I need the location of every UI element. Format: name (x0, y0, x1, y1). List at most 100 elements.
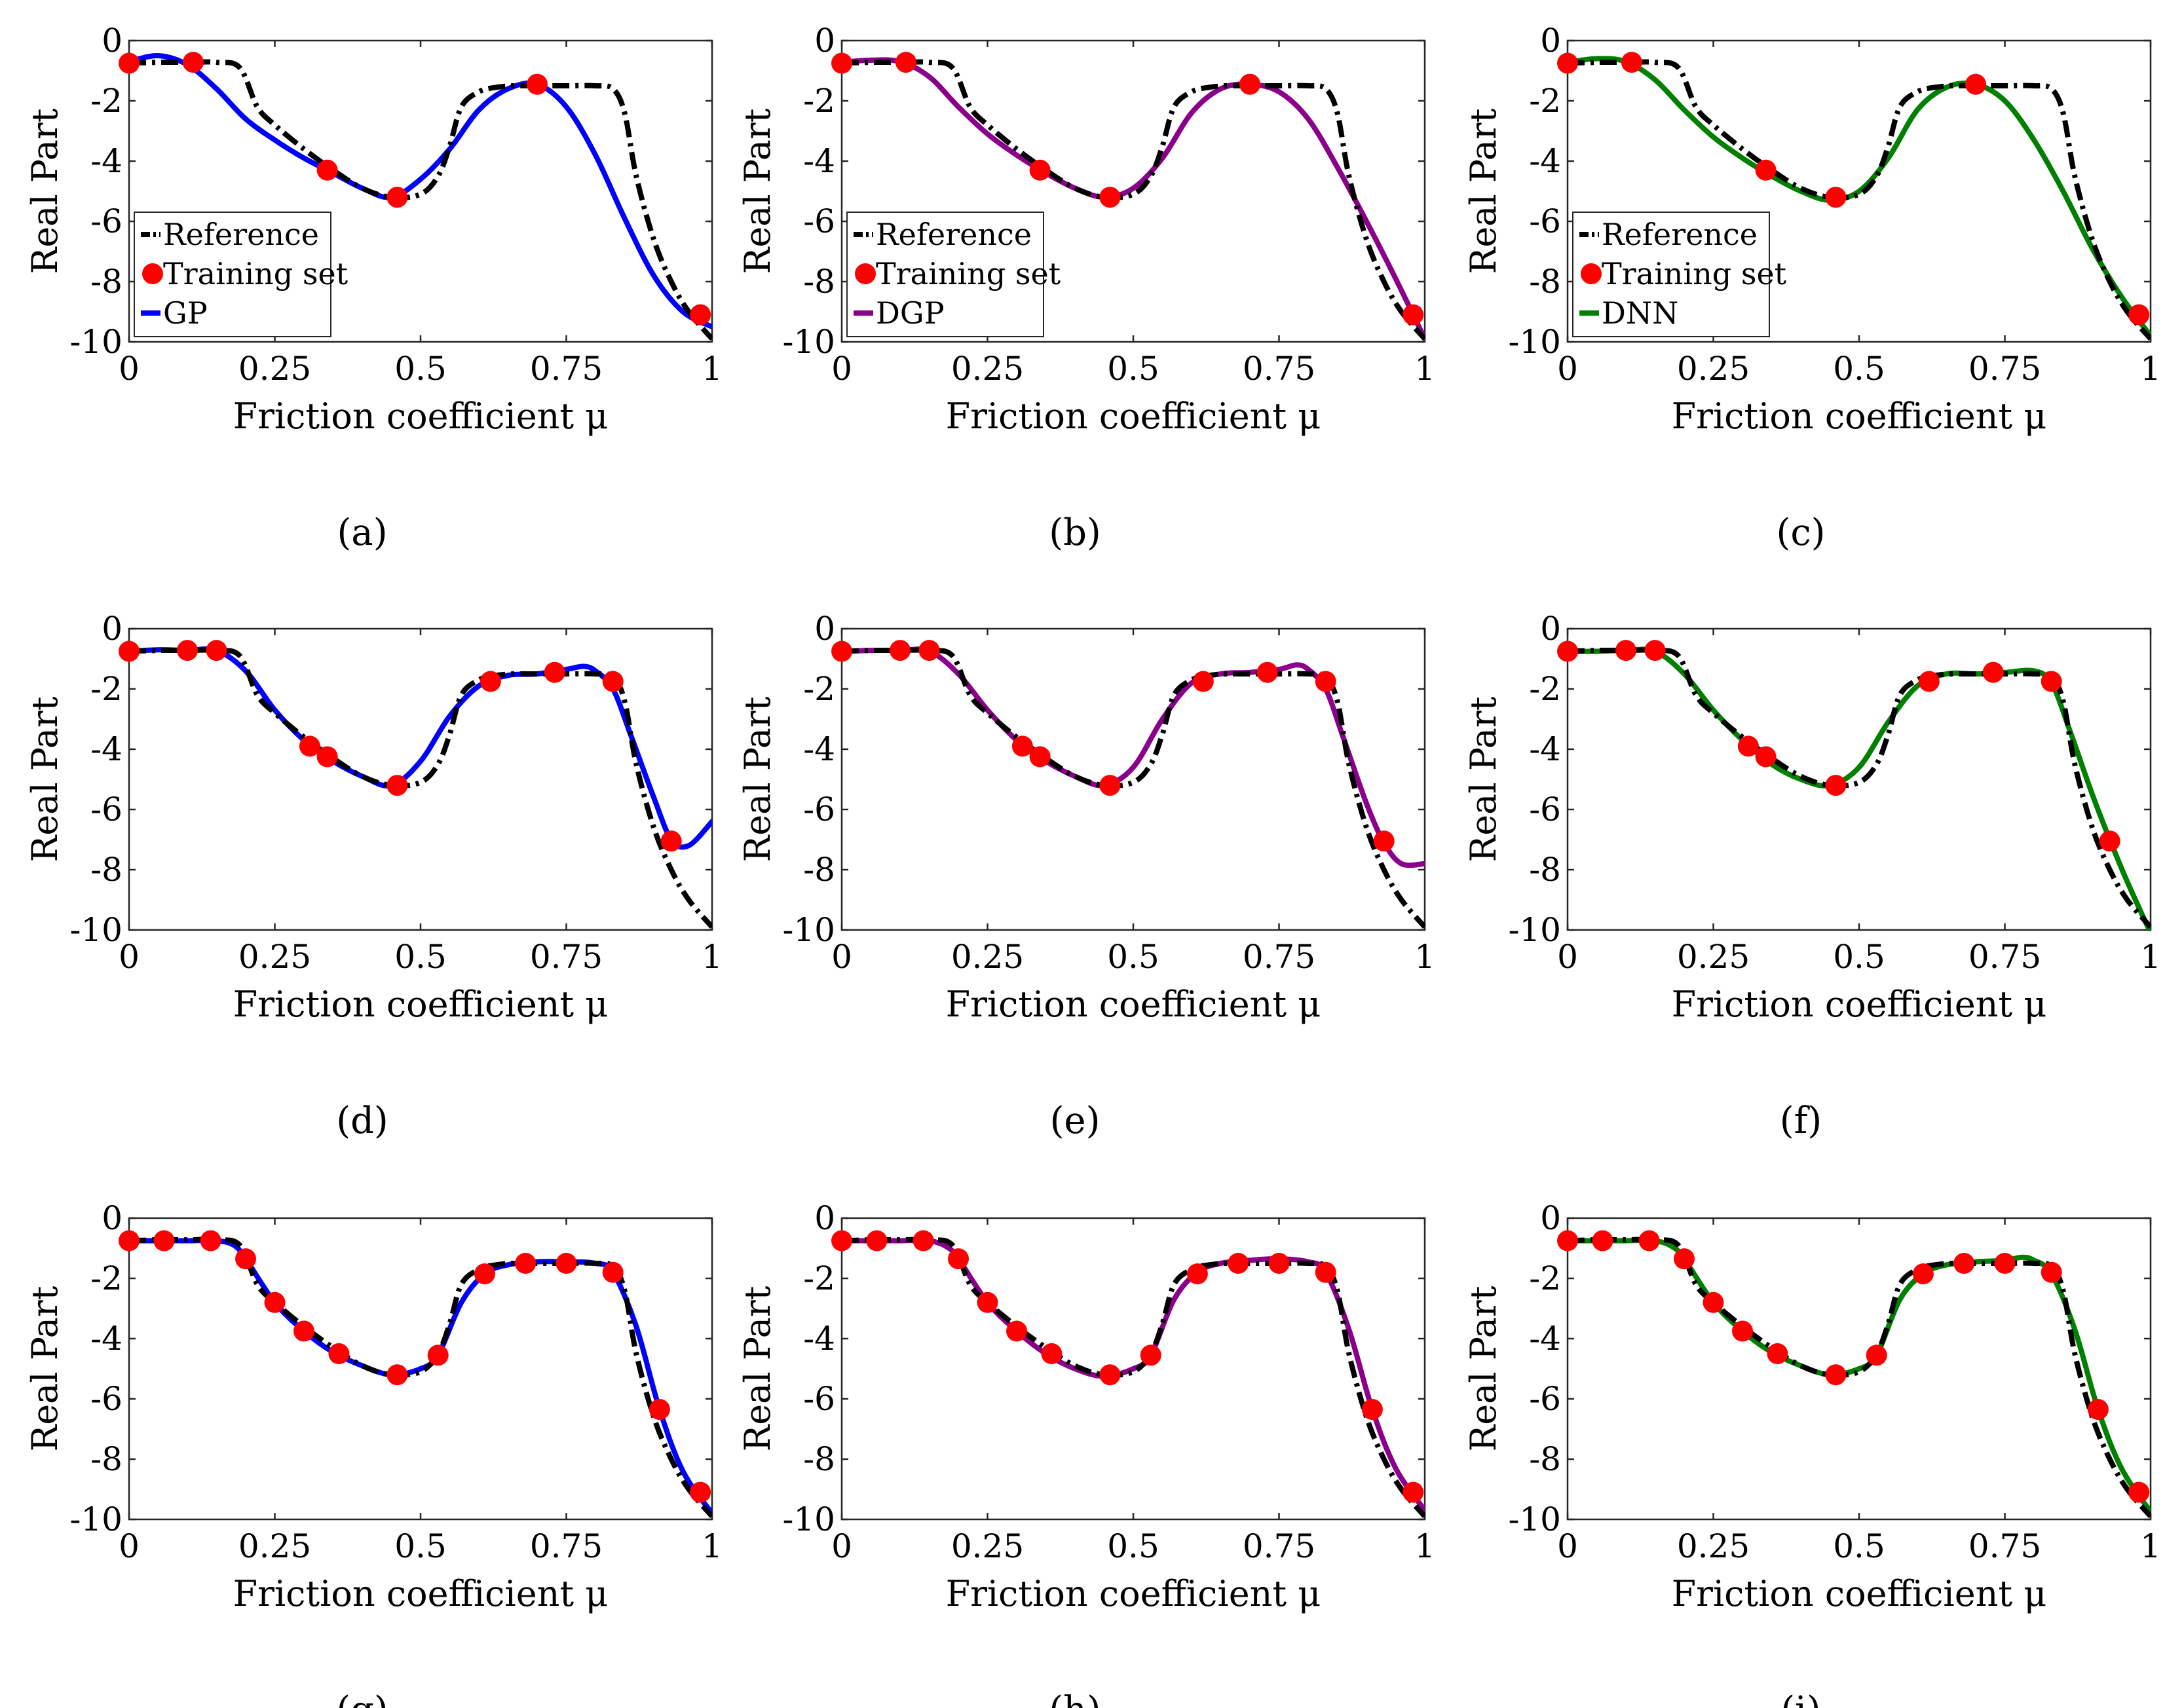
legend-training-swatch (855, 263, 876, 284)
x-tick-label: 0.5 (394, 350, 447, 388)
x-tick-label: 0.25 (238, 350, 311, 388)
y-tick-label: -4 (803, 1320, 835, 1358)
y-tick-label: -6 (1529, 1380, 1561, 1418)
y-tick-label: -2 (803, 670, 835, 708)
x-tick-label: 0 (1557, 1527, 1578, 1565)
training-point (918, 640, 940, 661)
y-tick-label: -8 (90, 851, 122, 889)
training-point (1755, 746, 1777, 768)
training-point (1099, 775, 1121, 796)
x-tick-label: 0.75 (1968, 1527, 2041, 1565)
training-point (1557, 52, 1578, 74)
y-axis-label: Real Part (1463, 108, 1504, 274)
x-tick-label: 0.25 (1677, 350, 1750, 388)
training-point (235, 1248, 256, 1270)
y-tick-label: 0 (102, 1199, 122, 1237)
plot-series (129, 646, 712, 929)
x-tick-label: 0 (831, 350, 852, 388)
plot-series (842, 57, 1425, 342)
y-tick-label: -4 (1529, 730, 1561, 768)
y-axis-label: Real Part (24, 108, 66, 274)
y-tick-label: -10 (1508, 1500, 1561, 1538)
training-point (1192, 671, 1214, 692)
training-point (544, 661, 565, 683)
training-point (1994, 1253, 2016, 1274)
y-axis-label: Real Part (737, 696, 778, 862)
training-point (831, 640, 852, 662)
x-tick-label: 0.5 (1833, 938, 1885, 976)
training-point (2128, 304, 2150, 325)
y-tick-label: -6 (803, 1380, 835, 1418)
training-point (1737, 735, 1759, 757)
training-point (1228, 1253, 1249, 1274)
x-axis-label: Friction coefficient μ (233, 984, 609, 1025)
x-tick-label: 0.75 (530, 350, 603, 388)
reference-curve (1568, 59, 2151, 341)
x-axis-label: Friction coefficient μ (233, 396, 609, 437)
training-point (1011, 735, 1033, 757)
y-tick-label: 0 (102, 22, 122, 60)
training-point (427, 1345, 449, 1366)
x-tick-label: 0.5 (1107, 938, 1159, 976)
x-axis-label: Friction coefficient μ (233, 1573, 609, 1614)
legend-entry-label: Reference (876, 217, 1032, 252)
x-tick-label: 0.75 (530, 1527, 603, 1565)
training-point (690, 1481, 711, 1503)
x-tick-label: 1 (2140, 938, 2161, 976)
panel-caption: (a) (337, 511, 387, 554)
y-tick-label: -4 (1529, 1320, 1561, 1358)
reference-curve (1568, 647, 2151, 929)
x-tick-label: 0.5 (1833, 350, 1885, 388)
y-tick-label: -2 (1529, 82, 1561, 120)
reference-curve (129, 59, 712, 341)
training-point (119, 1230, 140, 1252)
training-point (480, 671, 501, 692)
panel-caption: (b) (1049, 511, 1101, 554)
x-tick-label: 0 (1557, 938, 1578, 976)
y-tick-label: -10 (69, 911, 122, 949)
y-tick-label: -2 (1529, 670, 1561, 708)
y-tick-label: -8 (1529, 263, 1561, 301)
legend-entry-label: DGP (876, 295, 945, 331)
y-tick-label: -10 (782, 911, 835, 949)
panel-h: 0 0.25 0.5 0.75 1 0 -2 -4 -6 -8 -10 Friction coeffi… (737, 1199, 1435, 1708)
training-point (866, 1230, 888, 1252)
model-curve-gp (129, 52, 712, 329)
x-tick-label: 0.5 (1107, 350, 1159, 388)
training-point (1615, 640, 1636, 661)
panel-c: 0 0.25 0.5 0.75 1 0 -2 -4 -6 -8 -10 Friction coeffi… (1463, 22, 2161, 554)
x-axis-label: Friction coefficient μ (946, 1573, 1321, 1614)
training-point (1029, 159, 1051, 181)
training-point (2041, 671, 2062, 692)
training-point (948, 1248, 969, 1270)
y-tick-label: -10 (69, 323, 122, 361)
x-tick-label: 0 (119, 350, 140, 388)
panel-a: 0 0.25 0.5 0.75 1 0 -2 -4 -6 -8 -10 Friction coeffi… (24, 22, 723, 554)
legend-box (1572, 212, 1770, 337)
y-tick-label: -8 (1529, 1440, 1561, 1478)
training-point (1041, 1343, 1063, 1364)
panel-caption: (e) (1050, 1100, 1101, 1142)
y-axis-label: Real Part (24, 696, 66, 862)
training-point (1099, 1364, 1121, 1386)
training-point (206, 640, 227, 661)
y-tick-label: -10 (1508, 911, 1561, 949)
x-tick-label: 0.5 (1833, 1527, 1885, 1565)
x-tick-label: 0.25 (238, 938, 311, 976)
x-tick-label: 1 (702, 938, 723, 976)
x-tick-label: 0.5 (1107, 1527, 1159, 1565)
training-point (831, 1230, 852, 1252)
x-tick-label: 0.75 (1968, 350, 2041, 388)
panel-f: 0 0.25 0.5 0.75 1 0 -2 -4 -6 -8 -10 Friction coeffi… (1463, 610, 2161, 1142)
y-tick-label: -10 (782, 323, 835, 361)
y-tick-label: -8 (1529, 851, 1561, 889)
y-tick-label: -4 (90, 142, 122, 180)
x-tick-label: 0 (119, 1527, 140, 1565)
training-point (649, 1399, 670, 1420)
training-point (177, 640, 198, 661)
panel-caption: (g) (336, 1689, 388, 1708)
training-point (1315, 1261, 1336, 1283)
training-point (1866, 1345, 1887, 1366)
training-point (1557, 1230, 1578, 1252)
